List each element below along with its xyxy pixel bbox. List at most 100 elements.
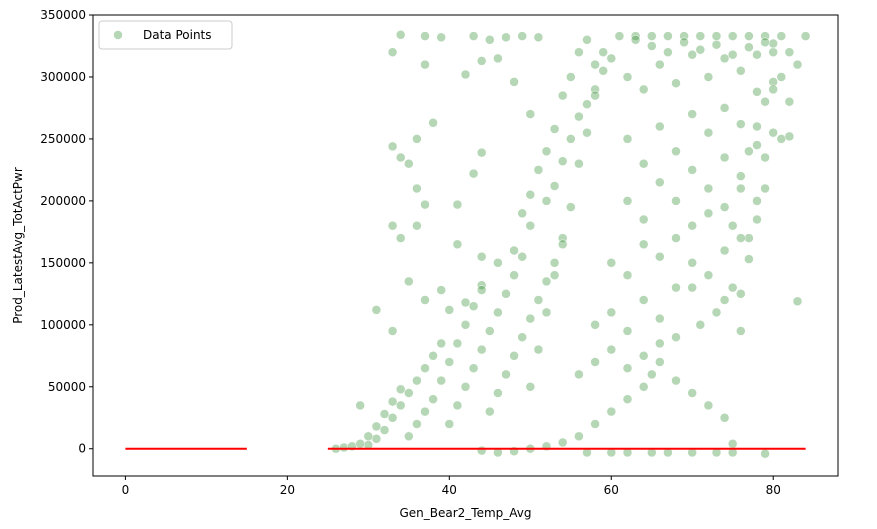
data-point [687, 258, 697, 268]
data-point [557, 156, 568, 166]
data-point [638, 382, 649, 392]
x-tick-label: 40 [442, 483, 457, 497]
data-point [395, 384, 406, 395]
data-point [444, 357, 455, 367]
data-point [695, 31, 706, 41]
data-point [768, 38, 778, 49]
data-point [736, 183, 746, 194]
data-point [436, 32, 446, 43]
x-tick-label: 20 [280, 483, 295, 497]
data-point [744, 254, 754, 264]
data-point [517, 208, 527, 219]
data-point [533, 295, 544, 305]
data-point [355, 439, 365, 449]
data-point [736, 326, 746, 336]
data-point [655, 177, 665, 188]
data-point [671, 233, 681, 243]
data-point [638, 239, 649, 250]
data-point [509, 77, 519, 87]
data-point [727, 439, 738, 449]
data-point [800, 31, 811, 41]
data-point [752, 121, 762, 132]
data-point [687, 109, 697, 119]
data-point [647, 31, 657, 41]
data-point [727, 282, 738, 293]
data-point [582, 99, 592, 109]
data-point [533, 32, 544, 43]
legend-box [98, 20, 233, 50]
data-point [557, 239, 568, 250]
data-point [476, 147, 487, 158]
data-point [379, 409, 390, 419]
data-point [703, 400, 714, 411]
data-point [420, 199, 430, 210]
data-point [590, 320, 600, 330]
data-point [387, 47, 398, 57]
data-point [525, 189, 536, 200]
data-point [395, 152, 406, 163]
data-point [655, 59, 665, 70]
y-tick-label: 200000 [40, 194, 86, 208]
data-point [485, 326, 495, 336]
data-point [525, 109, 536, 119]
data-point [638, 84, 649, 95]
data-point [404, 158, 414, 169]
data-point [655, 313, 665, 324]
data-point [719, 295, 730, 305]
data-point [582, 127, 592, 138]
data-point [476, 285, 487, 295]
data-point [630, 35, 641, 45]
data-point [703, 72, 714, 82]
data-point [444, 305, 455, 315]
data-point [752, 214, 762, 225]
data-point [574, 158, 584, 169]
data-point [501, 289, 511, 299]
data-point [517, 31, 527, 41]
data-point [703, 208, 714, 219]
data-point [460, 69, 471, 80]
data-point [687, 49, 697, 60]
data-point [452, 199, 463, 210]
data-point [768, 127, 778, 138]
data-point [493, 388, 503, 398]
data-point [671, 196, 681, 206]
data-point [387, 326, 398, 336]
data-point [776, 31, 787, 41]
x-axis: 0 20 40 60 80 [122, 476, 781, 497]
data-point [517, 251, 527, 262]
data-point [549, 124, 560, 134]
data-point [541, 146, 552, 157]
data-point [671, 282, 681, 293]
data-points-layer [331, 30, 811, 459]
data-point [760, 152, 770, 163]
x-axis-label: Gen_Bear2_Temp_Avg [399, 506, 531, 520]
data-point [363, 431, 374, 442]
data-point [727, 220, 738, 231]
data-point [468, 31, 479, 41]
data-point [533, 344, 544, 355]
data-point [541, 276, 552, 287]
y-axis-label: Prod_LatestAvg_TotActPwr [11, 167, 25, 324]
data-point [444, 419, 455, 429]
data-point [776, 134, 787, 144]
data-point [752, 140, 762, 150]
data-point [525, 313, 536, 324]
data-point [509, 351, 519, 361]
data-point [606, 344, 617, 355]
data-point [760, 37, 770, 48]
data-point [436, 375, 446, 386]
data-point [752, 196, 762, 206]
data-point [679, 37, 689, 48]
data-point [436, 338, 446, 349]
data-point [622, 326, 633, 336]
x-tick-label: 0 [122, 483, 130, 497]
data-point [736, 289, 746, 299]
data-point [404, 388, 414, 398]
data-point [509, 245, 519, 256]
data-point [452, 400, 463, 411]
data-point [695, 44, 706, 55]
data-point [460, 297, 471, 308]
data-point [525, 382, 536, 392]
data-point [387, 396, 398, 407]
